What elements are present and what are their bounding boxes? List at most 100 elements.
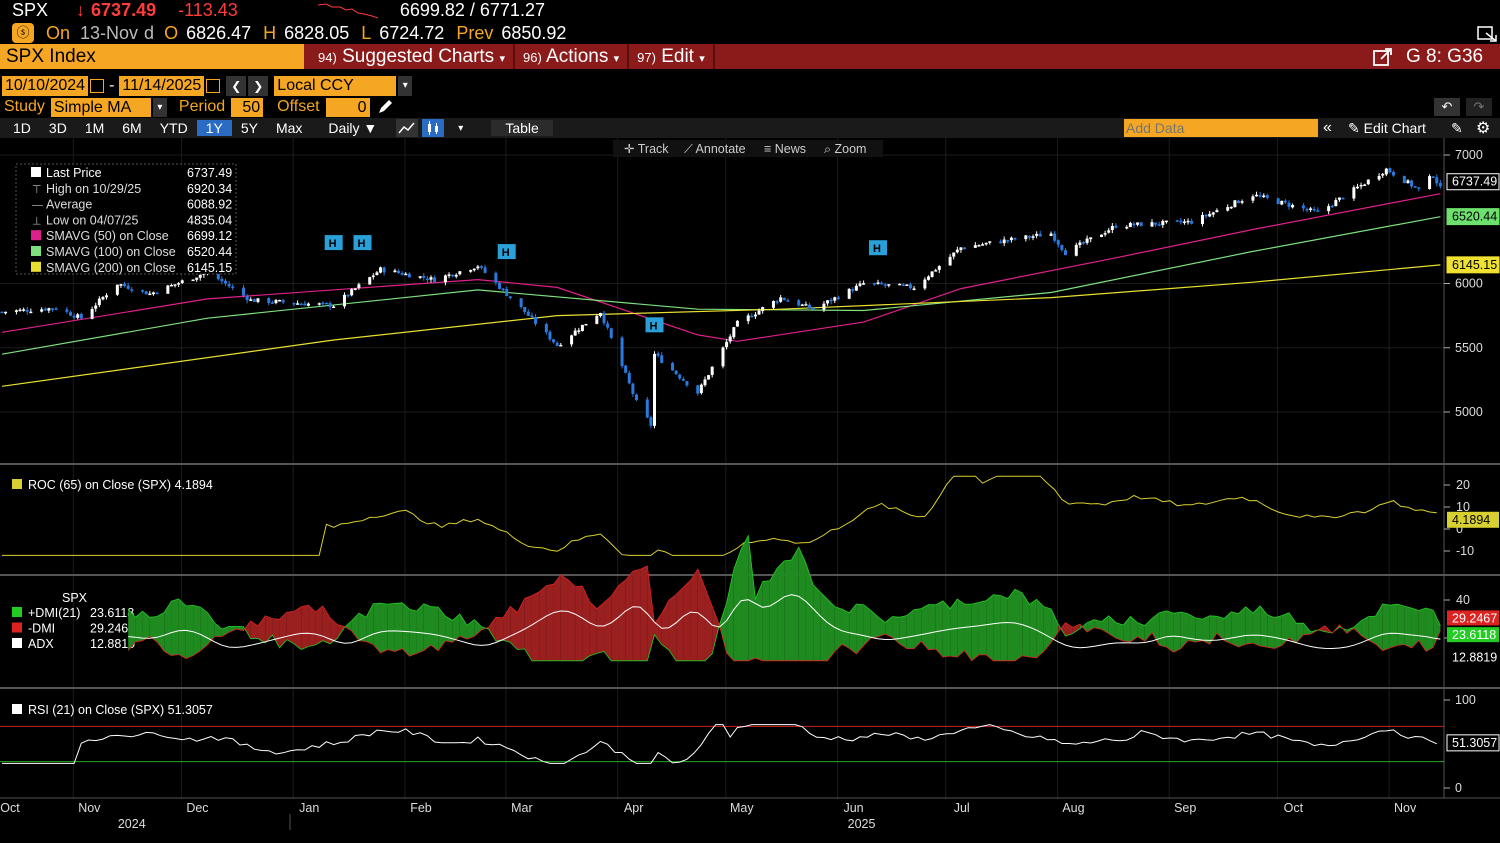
candle-body xyxy=(357,284,361,289)
frequency-select[interactable]: Daily ▼ xyxy=(328,120,378,136)
price-tag-bg xyxy=(1446,173,1500,191)
dmi-swatch xyxy=(12,607,22,617)
add-data-input[interactable] xyxy=(1124,119,1318,137)
resize-icon[interactable] xyxy=(1476,23,1498,43)
dmi-tag-bg xyxy=(1447,627,1499,643)
candle-body xyxy=(375,272,379,276)
annotate-tool[interactable]: ⟋ Annotate xyxy=(684,142,746,156)
range-button-1m[interactable]: 1M xyxy=(84,120,105,136)
headline-marker[interactable]: H xyxy=(645,317,664,333)
candle-body xyxy=(1031,236,1035,238)
candle-body xyxy=(926,276,930,280)
calendar-icon[interactable] xyxy=(206,78,221,93)
calendar-icon[interactable] xyxy=(90,78,105,93)
main-legend: Last Price 6737.49 ⊤ High on 10/29/25 6920.3… xyxy=(15,163,237,275)
chart-type-dropdown[interactable]: ▾ xyxy=(458,122,464,134)
menu-edit[interactable]: 97) Edit ▾ xyxy=(629,44,715,69)
dmi-plus-area xyxy=(438,607,446,651)
candle-body xyxy=(1211,212,1215,215)
start-date-field[interactable]: 10/10/2024 xyxy=(2,75,89,96)
dmi-plus-area xyxy=(229,626,237,633)
candle-body xyxy=(472,268,476,271)
chevron-down-icon[interactable]: ▾ xyxy=(398,75,413,96)
offset-field[interactable]: 0 xyxy=(325,97,370,117)
collapse-icon[interactable]: « xyxy=(1323,119,1332,136)
range-button-1d[interactable]: 1D xyxy=(13,120,31,136)
news-tool[interactable]: ≡ News xyxy=(764,142,806,156)
price-tag-bg xyxy=(1446,256,1500,274)
candle-body xyxy=(862,283,866,285)
pencil-icon[interactable] xyxy=(376,98,394,116)
candle-body xyxy=(1258,195,1262,197)
next-period-button[interactable]: ❯ xyxy=(248,75,269,96)
menu-number: 97) xyxy=(637,50,656,65)
page-indicator: G 8: G36 xyxy=(1406,46,1484,67)
candle-body xyxy=(786,300,790,302)
table-button[interactable]: Table xyxy=(491,120,553,136)
dmi-plus-area xyxy=(820,592,828,661)
dmi-plus-area xyxy=(1231,611,1239,648)
range-button-1y[interactable]: 1Y xyxy=(196,120,232,136)
dmi-plus-area xyxy=(993,594,1001,661)
gear-icon[interactable]: ⚙ xyxy=(1476,120,1491,137)
line-chart-icon[interactable] xyxy=(396,119,419,137)
dmi-plus-area xyxy=(769,568,778,661)
legend-value: 4835.04 xyxy=(187,213,232,227)
edit-chart-button[interactable]: ✎ Edit Chart xyxy=(1348,120,1426,137)
candle-body xyxy=(1431,176,1435,178)
dmi-minus-area xyxy=(712,606,720,654)
range-button-3d[interactable]: 3D xyxy=(48,120,67,136)
dmi-minus-area xyxy=(625,571,633,661)
high-value: 6828.05 xyxy=(284,22,350,43)
adx-line xyxy=(128,594,1441,650)
undo-button[interactable]: ↶ xyxy=(1434,98,1460,116)
security-field[interactable]: SPX Index xyxy=(0,44,304,69)
dmi-plus-area xyxy=(870,610,879,639)
headline-marker[interactable]: H xyxy=(497,244,516,260)
year-label: 2024 xyxy=(118,817,146,831)
annotate-settings-icon[interactable]: ✎ xyxy=(1451,119,1463,136)
dmi-plus-area xyxy=(387,603,395,652)
menu-suggested-charts[interactable]: 94) Suggested Charts ▾ xyxy=(310,44,515,69)
headline-marker[interactable]: H xyxy=(869,240,888,256)
dropdown-icon: ▾ xyxy=(499,53,505,65)
dmi-plus-area xyxy=(157,612,165,652)
candle-body xyxy=(25,309,29,312)
dmi-plus-area xyxy=(1433,610,1441,648)
period-field[interactable]: 50 xyxy=(231,97,264,117)
dmi-plus-area xyxy=(164,601,172,656)
study-select[interactable]: Simple MA xyxy=(50,97,151,117)
candle-body xyxy=(1128,222,1132,227)
candle-body xyxy=(407,273,411,278)
end-date-field[interactable]: 11/14/2025 xyxy=(119,75,205,96)
currency-select[interactable]: Local CCY xyxy=(274,75,397,96)
candle-body xyxy=(14,310,18,312)
dmi-minus-area xyxy=(488,617,496,641)
chart-area[interactable]: ✛ Track ⟋ Annotate ≡ News ⌕ Zoom H H H H H L… xyxy=(0,138,1500,843)
candle-body xyxy=(220,278,224,282)
prev-period-button[interactable]: ❮ xyxy=(226,75,247,96)
dmi-plus-area xyxy=(777,560,785,661)
dmi-minus-area xyxy=(618,579,626,661)
candle-body xyxy=(454,274,458,277)
roc-tag-bg xyxy=(1447,511,1499,528)
range-button-5y[interactable]: 5Y xyxy=(240,120,258,136)
redo-button[interactable]: ↷ xyxy=(1466,98,1492,116)
export-icon[interactable] xyxy=(1372,47,1394,67)
chevron-down-icon[interactable]: ▾ xyxy=(152,97,167,117)
range-button-max[interactable]: Max xyxy=(275,120,303,136)
candle-body xyxy=(177,283,181,285)
candle-body xyxy=(584,323,588,326)
headline-marker[interactable]: H xyxy=(324,235,343,251)
menu-actions[interactable]: 96) Actions ▾ xyxy=(515,44,630,69)
legend-label: Low on 04/07/25 xyxy=(46,213,138,227)
range-button-ytd[interactable]: YTD xyxy=(159,120,188,136)
candle-body xyxy=(797,300,801,306)
headline-marker[interactable]: H xyxy=(353,235,372,251)
price-tag: 6520.44 xyxy=(1452,210,1497,224)
zoom-tool[interactable]: ⌕ Zoom xyxy=(824,142,866,156)
track-tool[interactable]: ✛ Track xyxy=(624,142,669,156)
range-button-6m[interactable]: 6M xyxy=(122,120,142,136)
candlestick-icon[interactable] xyxy=(422,119,445,137)
dmi-plus-area xyxy=(784,560,792,661)
